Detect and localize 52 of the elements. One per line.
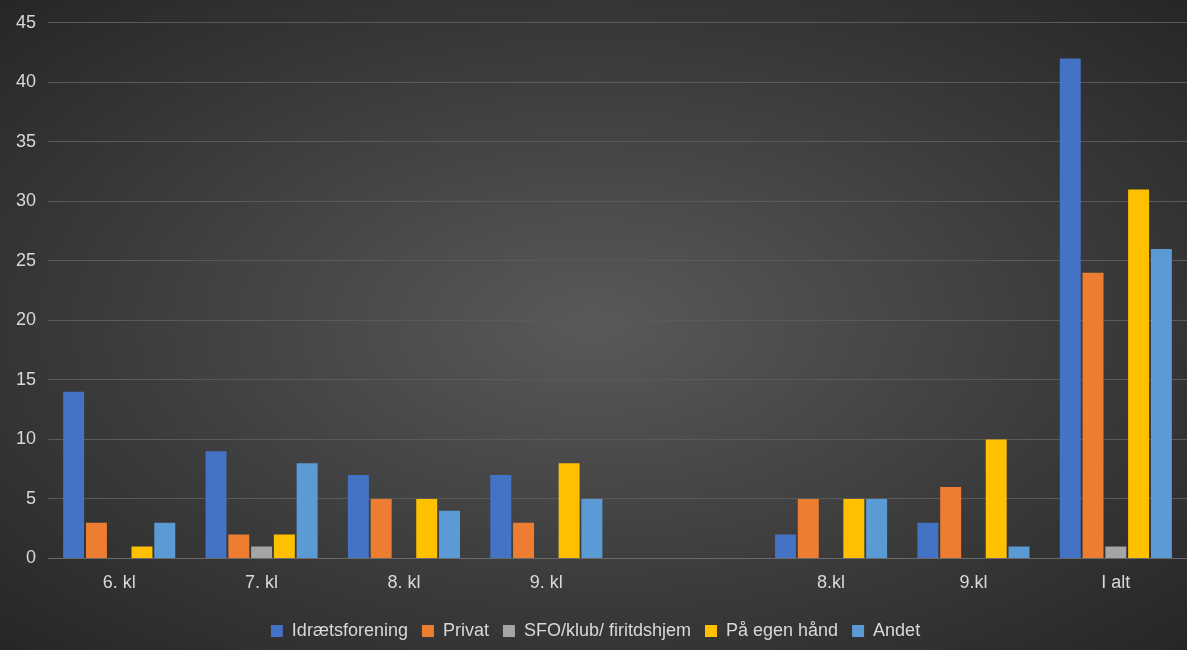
legend-label: SFO/klub/ firitdshjem bbox=[523, 619, 691, 640]
y-tick-label: 0 bbox=[26, 547, 37, 568]
y-tick-label: 30 bbox=[15, 190, 37, 211]
bar bbox=[513, 522, 535, 558]
bar bbox=[917, 522, 939, 558]
bar bbox=[439, 510, 460, 558]
bar bbox=[1059, 58, 1081, 558]
bar bbox=[581, 498, 603, 558]
y-tick-label: 40 bbox=[15, 71, 37, 92]
bar bbox=[273, 534, 295, 558]
bar bbox=[843, 498, 865, 558]
bar bbox=[85, 522, 107, 558]
bar bbox=[985, 439, 1007, 558]
x-tick-label: 7. kl bbox=[245, 572, 279, 593]
y-tick-label: 10 bbox=[15, 428, 37, 449]
y-tick-label: 5 bbox=[26, 487, 37, 508]
x-tick-label: I alt bbox=[1101, 572, 1131, 593]
y-tick-label: 20 bbox=[15, 309, 37, 330]
bar bbox=[131, 546, 153, 558]
bar bbox=[940, 486, 962, 558]
y-tick-label: 25 bbox=[15, 249, 37, 270]
y-tick-label: 35 bbox=[15, 130, 37, 151]
bar bbox=[205, 451, 227, 558]
bar bbox=[490, 475, 512, 558]
bar bbox=[370, 498, 392, 558]
bar bbox=[797, 498, 819, 558]
bar bbox=[63, 391, 85, 558]
bar bbox=[251, 546, 273, 558]
x-tick-label: 9. kl bbox=[529, 572, 563, 593]
legend-label: Andet bbox=[873, 619, 921, 640]
bar bbox=[1105, 546, 1127, 558]
bar bbox=[1008, 546, 1030, 558]
x-tick-label: 8. kl bbox=[387, 572, 421, 593]
y-tick-label: 15 bbox=[15, 368, 37, 389]
y-tick-label: 45 bbox=[15, 11, 37, 32]
bar bbox=[416, 498, 438, 558]
bar bbox=[775, 534, 796, 558]
bar bbox=[1128, 189, 1150, 558]
x-tick-label: 8.kl bbox=[817, 572, 846, 593]
bar bbox=[1082, 272, 1104, 558]
legend-label: Privat bbox=[442, 619, 489, 640]
bar bbox=[154, 522, 176, 558]
x-tick-label: 9.kl bbox=[959, 572, 988, 593]
bar bbox=[296, 463, 318, 558]
bar bbox=[347, 475, 369, 558]
x-tick-label: 6. kl bbox=[102, 572, 136, 593]
bar bbox=[228, 534, 250, 558]
legend-label: Idrætsforening bbox=[291, 619, 408, 640]
bar bbox=[1150, 248, 1172, 558]
legend-label: På egen hånd bbox=[725, 619, 839, 640]
bar bbox=[866, 498, 888, 558]
bar bbox=[558, 463, 580, 558]
